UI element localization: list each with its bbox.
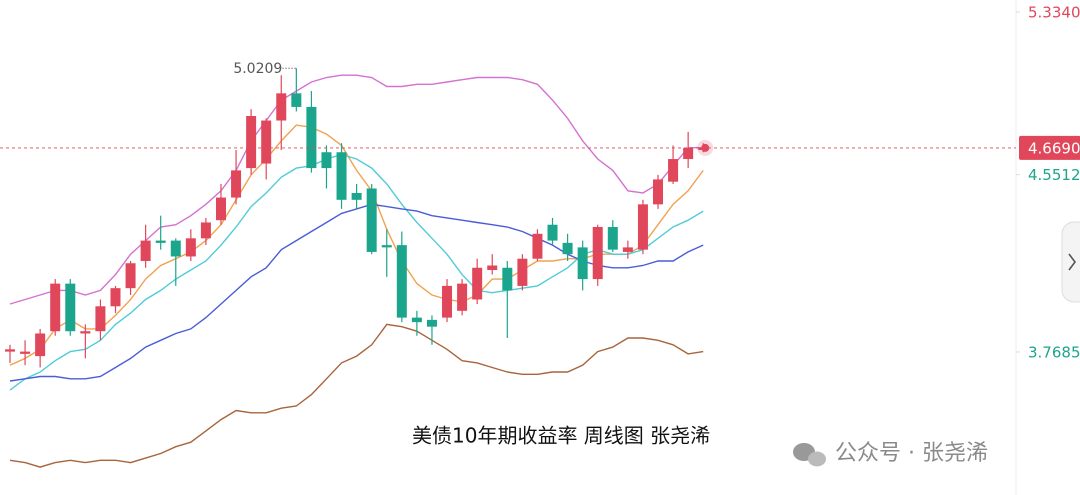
indicator-line [9, 124, 704, 366]
candle-body [276, 93, 287, 121]
candle-body [592, 226, 603, 280]
candle-body [487, 265, 498, 271]
candle-body [5, 349, 15, 352]
candle-body [426, 319, 437, 327]
candle-body [291, 93, 302, 107]
candle-body [50, 283, 61, 332]
candle-body [637, 204, 648, 250]
candle-body [20, 351, 31, 354]
current-price-label: 4.6690 [1028, 139, 1080, 157]
candle-body [336, 152, 347, 200]
candle-body [125, 263, 136, 289]
candle-body [35, 333, 46, 357]
y-tick-label: 4.5512 [1028, 166, 1080, 184]
candle-body [547, 224, 558, 241]
candle-body [517, 258, 528, 286]
y-tick-label: 3.7685 [1028, 343, 1080, 361]
expand-button[interactable] [1061, 221, 1080, 303]
candle-body [653, 179, 664, 205]
annotation-label: 5.0209 [233, 61, 282, 77]
candle-body [366, 188, 377, 252]
watermark: 公众号 · 张尧浠 [835, 441, 988, 466]
candle-body [65, 283, 76, 332]
wechat-icon [793, 443, 826, 467]
current-price-dot [701, 143, 710, 152]
candle-body [246, 115, 257, 169]
candle-body [396, 245, 407, 318]
candle-body [306, 106, 317, 169]
candle-body [668, 159, 679, 182]
candle-body [562, 242, 573, 255]
candle-body [457, 283, 468, 311]
candle-body [411, 317, 422, 323]
candle-body [231, 170, 242, 198]
y-tick-label: 5.3340 [1028, 4, 1080, 22]
indicator-line [9, 323, 704, 468]
candle-body [110, 288, 121, 307]
candle-body [215, 197, 226, 221]
indicator-line [9, 203, 704, 382]
indicator-line [9, 153, 704, 391]
candle-body [261, 120, 272, 164]
current-price-box [1019, 135, 1080, 160]
candle-body [140, 240, 151, 261]
candle-body [577, 247, 588, 280]
candle-body [607, 226, 618, 250]
candle-body [200, 222, 211, 239]
candle-body [80, 331, 91, 334]
candle-body [622, 247, 633, 252]
candle-body [170, 240, 181, 257]
candle-body [502, 267, 513, 291]
candle-body [532, 233, 543, 259]
candle-body [321, 152, 332, 169]
candle-body [351, 193, 362, 200]
candle-body [155, 240, 166, 243]
candle-body [442, 285, 453, 318]
caption: 美债10年期收益率 周线图 张尧浠 [412, 424, 710, 448]
candle-body [683, 147, 694, 160]
annotation-bracket [282, 67, 297, 73]
candle-body [95, 306, 106, 332]
indicator-line [9, 74, 704, 305]
candle-body [472, 267, 483, 300]
candle-body [185, 238, 196, 257]
candle-body [381, 245, 392, 248]
